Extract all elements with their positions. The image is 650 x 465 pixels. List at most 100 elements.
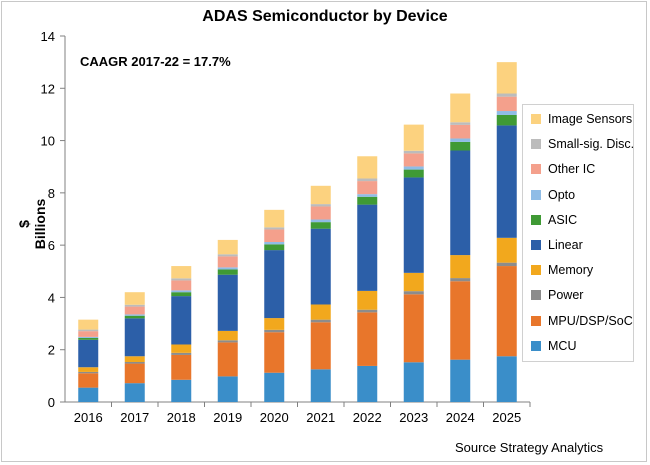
bar-segment (310, 206, 331, 220)
y-tick-label: 14 (41, 29, 55, 44)
bar-segment (310, 322, 331, 370)
bar-segment (357, 194, 378, 197)
bar-segment (496, 111, 517, 115)
bar-segment (357, 181, 378, 195)
bar-segment (124, 306, 145, 315)
legend-label: Small-sig. Disc. (548, 137, 635, 152)
bar-segment (310, 219, 331, 223)
bar-segment (357, 312, 378, 366)
bar-segment (450, 138, 471, 142)
bar-segment (403, 272, 424, 292)
bar-segment (450, 255, 471, 279)
cagr-annotation: CAAGR 2017-22 = 17.7% (80, 54, 231, 69)
bar-segment (403, 362, 424, 402)
bar-segment (171, 354, 192, 380)
bar-segment (217, 274, 238, 331)
bar-segment (403, 150, 424, 154)
bar-segment (124, 315, 145, 319)
legend-swatch (531, 340, 541, 351)
bar-segment (357, 156, 378, 179)
y-tick-label: 10 (41, 134, 55, 149)
x-tick-label: 2024 (446, 410, 475, 425)
y-tick-label: 12 (41, 81, 55, 96)
bar-segment (450, 281, 471, 360)
bar-segment (450, 122, 471, 125)
bar-segment (171, 278, 192, 281)
legend-swatch (531, 240, 541, 250)
bar-segment (124, 362, 145, 364)
legend-item: Linear (531, 237, 583, 253)
bar-segment (403, 169, 424, 178)
bar-segment (264, 332, 285, 373)
bar-segment (124, 314, 145, 316)
bar-segment (496, 125, 517, 238)
bar-segment (264, 242, 285, 245)
bar-segment (171, 379, 192, 402)
bar-segment (357, 178, 378, 182)
legend-item: MCU (531, 338, 576, 354)
legend-swatch (531, 290, 541, 301)
bar-segment (171, 292, 192, 297)
bar-segment (217, 239, 238, 255)
bar-segment (310, 185, 331, 205)
bar-segment (403, 153, 424, 167)
bar-segment (78, 337, 99, 340)
bar-segment (403, 166, 424, 170)
bar-segment (403, 124, 424, 151)
bar-segment (496, 266, 517, 357)
bar-segment (124, 292, 145, 305)
legend-swatch (531, 265, 541, 276)
bar-segment (496, 114, 517, 126)
legend-item: Small-sig. Disc. (531, 136, 634, 152)
bar-segment (403, 291, 424, 295)
legend-swatch (531, 164, 541, 175)
bar-segment (78, 373, 99, 388)
legend-item: Image Sensors (531, 111, 632, 127)
source-note: Source Strategy Analytics (455, 440, 604, 455)
bar-segment (171, 280, 192, 291)
bar-segment (450, 150, 471, 256)
bar-segment (171, 290, 192, 293)
legend-label: ASIC (548, 212, 578, 227)
legend-swatch (531, 214, 541, 225)
bar-segment (310, 228, 331, 305)
chart-title: ADAS Semiconductor by Device (202, 8, 448, 25)
bar-segment (310, 304, 331, 320)
bar-segment (78, 339, 99, 368)
x-tick-label: 2019 (213, 410, 242, 425)
legend-label: MPU/DSP/SoC (548, 313, 633, 328)
x-tick-label: 2020 (260, 410, 289, 425)
bar-segment (357, 196, 378, 205)
bar-segment (171, 344, 192, 353)
bar-segment (264, 250, 285, 319)
bar-segment (78, 336, 99, 338)
bar-segment (496, 356, 517, 402)
legend-label: Power (548, 288, 584, 303)
legend-label: Linear (548, 238, 583, 252)
bar-segment (264, 244, 285, 251)
y-tick-label: 8 (48, 186, 55, 201)
x-tick-label: 2016 (74, 410, 103, 425)
bar-segment (310, 369, 331, 402)
bar-segment (264, 227, 285, 230)
bar-segment (450, 141, 471, 151)
legend-swatch (531, 114, 541, 124)
bar-segment (124, 318, 145, 357)
bar-segment (217, 254, 238, 257)
bar-segment (78, 329, 99, 332)
legend-label: Opto (548, 187, 576, 202)
bar-segment (496, 262, 517, 267)
bar-segment (171, 296, 192, 345)
bar-segment (450, 124, 471, 139)
y-tick-label: 2 (48, 343, 55, 358)
legend-item: Memory (531, 262, 593, 278)
bar-segment (450, 278, 471, 282)
bar-segment (124, 363, 145, 384)
bar-segment (78, 367, 99, 372)
bar-segment (171, 352, 192, 355)
bar-segment (357, 365, 378, 402)
bar-segment (450, 359, 471, 402)
legend-item: Opto (531, 187, 575, 203)
legend-swatch (531, 139, 541, 150)
